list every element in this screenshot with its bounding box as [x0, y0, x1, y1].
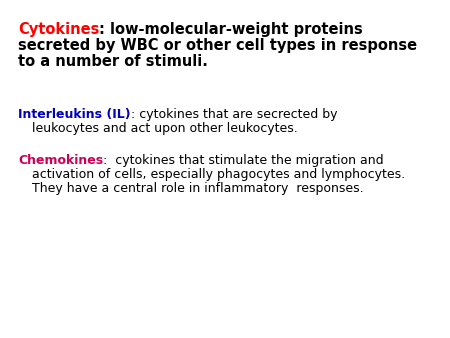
Text: : low-molecular-weight proteins: : low-molecular-weight proteins: [99, 22, 363, 37]
Text: to a number of stimuli.: to a number of stimuli.: [18, 54, 208, 69]
Text: Cytokines: Cytokines: [18, 22, 99, 37]
Text: Chemokines: Chemokines: [18, 154, 103, 167]
Text: :  cytokines that stimulate the migration and: : cytokines that stimulate the migration…: [103, 154, 384, 167]
Text: secreted by WBC or other cell types in response: secreted by WBC or other cell types in r…: [18, 38, 417, 53]
Text: : cytokines that are secrected by: : cytokines that are secrected by: [130, 108, 337, 121]
Text: Interleukins (IL): Interleukins (IL): [18, 108, 130, 121]
Text: leukocytes and act upon other leukocytes.: leukocytes and act upon other leukocytes…: [32, 122, 298, 135]
Text: They have a central role in inflammatory  responses.: They have a central role in inflammatory…: [32, 182, 364, 195]
Text: activation of cells, especially phagocytes and lymphocytes.: activation of cells, especially phagocyt…: [32, 168, 405, 181]
